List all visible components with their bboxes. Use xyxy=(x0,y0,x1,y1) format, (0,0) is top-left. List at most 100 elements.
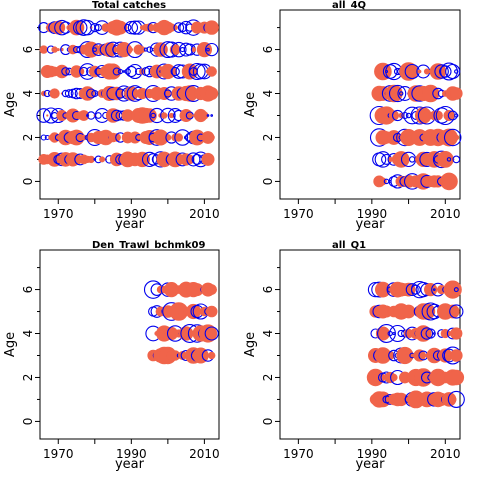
bubble-negative xyxy=(80,86,95,101)
x-tick-label: 1970 xyxy=(283,207,314,221)
bubble-negative xyxy=(440,172,458,191)
bubble-positive xyxy=(90,22,100,33)
y-tick-label: 2 xyxy=(21,374,35,382)
bubble-positive xyxy=(408,156,416,163)
bubble-positive xyxy=(452,155,461,164)
bubble-positive xyxy=(171,41,187,58)
bubble-positive xyxy=(206,47,210,52)
bubble-negative xyxy=(153,42,168,57)
bubble-negative xyxy=(201,152,215,166)
x-tick-label: 1990 xyxy=(357,207,388,221)
bubble-positive xyxy=(447,390,465,408)
bubble-negative xyxy=(208,351,216,360)
y-tick-label: 6 xyxy=(261,286,275,294)
bubble-negative xyxy=(206,284,217,295)
bubble-positive xyxy=(405,112,412,119)
panel-3: all_Q1 1970 1990 2010 year 0 2 4 6 Age xyxy=(243,240,465,472)
y-tick-label: 0 xyxy=(261,418,275,426)
bubble-negative xyxy=(204,20,219,35)
bubble-negative xyxy=(56,48,60,52)
bubble-positive xyxy=(79,19,96,36)
bubble-negative xyxy=(414,325,432,342)
y-axis-label: Age xyxy=(243,332,258,357)
bubble-negative xyxy=(449,178,456,185)
bubble-positive xyxy=(86,88,97,99)
bubbles xyxy=(366,280,465,409)
bubble-positive xyxy=(445,63,461,80)
x-axis-label: year xyxy=(355,457,385,472)
bubble-positive xyxy=(440,62,458,81)
bubble-negative xyxy=(168,112,175,119)
bubble-negative xyxy=(196,41,212,58)
bubble-positive xyxy=(95,112,102,119)
bubble-positive xyxy=(150,112,156,119)
bubble-negative xyxy=(51,46,58,53)
bubble-negative xyxy=(129,47,134,52)
bubble-positive xyxy=(64,89,74,98)
x-tick-label: 1970 xyxy=(43,207,74,221)
bubble-negative xyxy=(448,395,457,404)
y-tick-label: 4 xyxy=(261,90,275,98)
bubble-positive xyxy=(125,65,137,78)
bubble-negative xyxy=(443,280,462,299)
bubble-positive xyxy=(420,327,434,340)
panel-1: all_4Q 1970 1990 2010 year 0 2 4 6 Age xyxy=(243,0,463,232)
x-tick-label: 1970 xyxy=(283,447,314,461)
bubble-positive xyxy=(188,62,206,81)
bubble-negative xyxy=(417,69,422,74)
bubble-negative xyxy=(421,84,440,103)
bubble-positive xyxy=(210,114,214,117)
bubble-negative xyxy=(205,87,219,101)
bubble-positive xyxy=(40,134,47,141)
bubble-negative xyxy=(129,131,142,144)
x-axis-label: year xyxy=(355,217,385,232)
x-tick-label: 2010 xyxy=(189,207,220,221)
bubble-positive xyxy=(204,326,219,341)
bubble-negative xyxy=(56,110,68,122)
y-tick-label: 6 xyxy=(261,46,275,54)
y-tick-label: 2 xyxy=(21,134,35,142)
bubble-positive xyxy=(439,65,452,78)
bubble-negative xyxy=(453,134,460,141)
bubbles xyxy=(143,280,219,365)
bubble-negative xyxy=(200,111,209,120)
bubble-negative xyxy=(455,180,458,183)
panel-title: Total catches xyxy=(92,0,166,11)
bubble-positive xyxy=(173,22,185,33)
bubble-negative xyxy=(423,68,430,75)
bubble-positive xyxy=(123,23,132,32)
bubble-positive xyxy=(453,287,459,293)
bubble-negative xyxy=(202,353,207,358)
bubble-negative xyxy=(208,134,215,141)
bubble-positive xyxy=(434,64,449,79)
y-tick-label: 4 xyxy=(261,330,275,338)
x-tick-label: 2010 xyxy=(430,447,461,461)
y-axis-label: Age xyxy=(243,92,258,117)
x-tick-label: 1990 xyxy=(357,447,388,461)
panel-title: Den_Trawl_bchmk09 xyxy=(92,240,206,251)
bubble-positive xyxy=(124,20,139,35)
bubble-positive xyxy=(170,66,180,77)
bubble-positive xyxy=(405,283,419,297)
bubble-positive xyxy=(206,114,210,117)
y-tick-label: 0 xyxy=(21,178,35,186)
bubble-positive xyxy=(61,67,70,76)
bubble-positive xyxy=(454,113,459,118)
bubble-negative xyxy=(161,112,168,119)
bubble-negative xyxy=(49,88,60,99)
x-axis-label: year xyxy=(115,457,145,472)
bubble-positive xyxy=(392,331,396,336)
x-tick-label: 2010 xyxy=(430,207,461,221)
bubble-positive xyxy=(205,42,219,57)
bubble-positive xyxy=(36,108,52,123)
y-tick-label: 4 xyxy=(21,330,35,338)
y-tick-label: 4 xyxy=(21,90,35,98)
x-axis-label: year xyxy=(115,217,145,232)
y-tick-label: 0 xyxy=(21,418,35,426)
bubble-positive xyxy=(160,107,176,124)
bubble-negative xyxy=(449,87,463,100)
y-axis-label: Age xyxy=(3,92,18,117)
plot-frame xyxy=(39,9,220,200)
panel-title: all_Q1 xyxy=(332,240,366,251)
